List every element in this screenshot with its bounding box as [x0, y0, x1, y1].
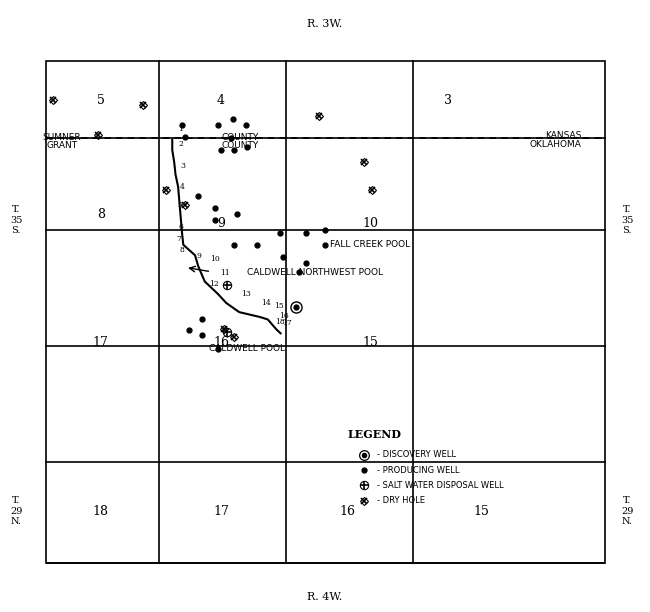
Text: 4: 4 [217, 94, 225, 108]
Text: - SALT WATER DISPOSAL WELL: - SALT WATER DISPOSAL WELL [377, 481, 504, 490]
Text: 9: 9 [217, 217, 225, 230]
Text: 15: 15 [363, 336, 378, 349]
Text: - DRY HOLE: - DRY HOLE [377, 496, 425, 505]
Text: - PRODUCING WELL: - PRODUCING WELL [377, 466, 460, 474]
Text: OKLAHOMA: OKLAHOMA [530, 140, 582, 149]
Text: 12: 12 [209, 280, 219, 288]
Text: 16: 16 [280, 312, 289, 320]
Text: 2: 2 [178, 140, 183, 148]
Text: CALDWELL NORTHWEST POOL: CALDWELL NORTHWEST POOL [247, 268, 383, 277]
Text: T.
29
N.: T. 29 N. [10, 496, 23, 526]
Text: FALL CREEK POOL: FALL CREEK POOL [330, 241, 411, 249]
Text: 15: 15 [473, 504, 489, 518]
Text: 3: 3 [181, 162, 186, 170]
Text: 16: 16 [340, 504, 356, 518]
Text: 18: 18 [93, 504, 109, 518]
Text: 15: 15 [274, 302, 284, 310]
Text: COUNTY: COUNTY [222, 141, 259, 150]
Text: 10: 10 [363, 217, 378, 230]
Text: R. 3W.: R. 3W. [307, 20, 343, 29]
Text: KANSAS: KANSAS [545, 132, 582, 140]
Text: GRANT: GRANT [46, 141, 77, 150]
Text: 6: 6 [178, 223, 183, 231]
Text: 17: 17 [282, 319, 292, 327]
Text: 13: 13 [241, 290, 251, 298]
Text: 5: 5 [97, 94, 105, 108]
Bar [46, 61, 605, 563]
Text: 14: 14 [261, 299, 270, 307]
Text: 4: 4 [180, 183, 185, 191]
Text: R. 4W.: R. 4W. [307, 592, 343, 602]
Text: 8: 8 [97, 207, 105, 221]
Text: SUMNER: SUMNER [42, 133, 81, 142]
Text: 9: 9 [197, 252, 202, 260]
Text: LEGEND: LEGEND [348, 429, 402, 440]
Text: 10: 10 [210, 255, 220, 263]
Text: 17: 17 [93, 336, 109, 349]
Text: COUNTY: COUNTY [222, 133, 259, 142]
Text: 1: 1 [178, 125, 183, 133]
Text: 5: 5 [177, 201, 182, 209]
Text: 11: 11 [220, 269, 229, 277]
Text: - DISCOVERY WELL: - DISCOVERY WELL [377, 450, 456, 459]
Text: 16: 16 [213, 336, 229, 349]
Text: T.
35
S.: T. 35 S. [10, 206, 23, 235]
Text: 7: 7 [176, 235, 181, 243]
Text: 18: 18 [276, 318, 285, 326]
Text: T.
35
S.: T. 35 S. [621, 206, 634, 235]
Text: 17: 17 [213, 504, 229, 518]
Text: T.
29
N.: T. 29 N. [621, 496, 634, 526]
Text: 3: 3 [445, 94, 452, 108]
Text: CALDWELL POOL: CALDWELL POOL [209, 345, 285, 353]
Text: 8: 8 [179, 246, 185, 254]
